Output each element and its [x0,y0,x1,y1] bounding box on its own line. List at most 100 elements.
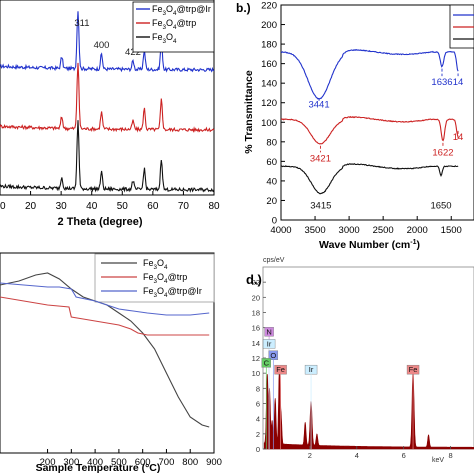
edx-element-label: O [270,351,276,360]
tga-legend-label: Fe3O4@trp@Ir [143,286,202,299]
ftir-x-tick-label: 3500 [304,225,325,236]
ftir-y-tick-label: 20 [266,196,277,207]
tga-legend-box [94,253,215,303]
tga-x-tick-label: 700 [159,457,175,468]
xrd-series-0 [0,11,215,73]
ftir-series-1 [280,115,459,145]
edx-x-tick-label: 8 [448,451,452,460]
xrd-x-tick-label: 80 [208,201,220,212]
ftir-panel: b.) 0 20 40 60 80 100 120 140 160 180 200 220 4000 35… [236,1,474,251]
ftir-peak-label: 1622 [432,148,453,159]
edx-panel-label: d.) [246,272,262,287]
xrd-x-tick-label: 70 [178,201,190,212]
xrd-x-tick-label: 60 [147,201,159,212]
ftir-legend [449,4,474,49]
xrd-x-tick-label: 30 [56,201,68,212]
ftir-peak-label: 3421 [310,153,331,164]
ftir-y-tick-label: 0 [272,216,277,227]
ftir-y-tick-label: 60 [266,157,277,168]
edx-y-tick-label: 8 [256,384,260,393]
ftir-peak-label: 1636 [431,77,452,88]
tga-x-tick-label: 500 [111,457,127,468]
ftir-y-tick-label: 100 [261,118,277,129]
edx-y-tick-label: 4 [256,415,260,424]
ftir-x-tick-label: 3000 [339,225,360,236]
edx-y-tick-label: 14 [252,339,260,348]
tga-x-tick-label: 300 [63,457,79,468]
ftir-x-tick-label: 2000 [407,225,428,236]
tga-series-1 [0,296,210,336]
tga-legend-label: Fe3O4 [143,258,168,271]
edx-element-label: Ir [267,339,272,348]
edx-x-tick-label: 6 [402,451,406,460]
ftir-panel-label: b.) [236,1,251,15]
ftir-y-axis-label: % Transmittance [243,70,255,154]
xrd-legend-label: Fe3O4 [152,32,177,45]
ftir-plot-frame [280,4,474,221]
edx-y-tick-label: 22 [252,278,260,287]
edx-y-tick-label: 20 [252,293,260,302]
ftir-x-tick-label: 4000 [270,225,291,236]
ftir-y-tick-label: 200 [261,20,277,31]
edx-spectrum [263,367,474,450]
ftir-y-tick-label: 180 [261,40,277,51]
edx-element-label: C [264,358,270,367]
ftir-peak-label: 14 [453,132,464,143]
edx-y-tick-label: 12 [252,354,260,363]
edx-element-label: Fe [276,365,285,374]
tga-x-tick-label: 900 [206,457,222,468]
edx-x-tick-label: 2 [308,451,312,460]
xrd-x-tick-label: 20 [25,201,37,212]
tga-x-tick-label: 800 [182,457,198,468]
tga-series-2 [0,282,210,316]
edx-y-tick-label: 18 [252,309,260,318]
ftir-series-2 [281,163,459,195]
ftir-peak-label: 1650 [430,200,451,211]
tga-x-axis-label: Sample Temperature (°C) [36,462,161,474]
tga-x-tick-label: 600 [135,457,151,468]
xrd-peak-label: 422 [125,47,141,58]
xrd-x-tick-label: 50 [117,201,129,212]
ftir-x-tick-label: 2500 [373,225,394,236]
xrd-x-tick-label: 10 [0,201,6,212]
edx-element-label: N [266,327,271,336]
xrd-peak-label: 311 [74,18,89,29]
xrd-panel: 1020304050607080 311400422511440 Fe3O4@t… [0,0,220,228]
xrd-x-axis-label: 2 Theta (degree) [58,216,143,228]
ftir-x-axis-label: Wave Number (cm-1) [319,239,420,251]
tga-x-tick-label: 400 [87,457,103,468]
xrd-peak-label: 400 [94,40,110,51]
ftir-y-tick-label: 140 [261,79,277,90]
ftir-peak-label: 14 [453,77,464,88]
edx-y-axis-label: cps/eV [263,257,285,264]
xrd-series-1 [0,62,215,133]
edx-element-label: Fe [409,365,418,374]
edx-plot-frame [262,266,474,450]
ftir-y-tick-label: 120 [261,98,277,109]
tga-series-0 [0,272,210,428]
ftir-y-tick-label: 80 [266,137,277,148]
edx-y-tick-label: 16 [252,324,260,333]
ftir-y-tick-label: 40 [266,176,277,187]
xrd-series-2 [0,120,215,193]
ftir-y-tick-label: 160 [261,59,277,70]
edx-y-tick-label: 10 [252,369,260,378]
edx-y-tick-label: 2 [256,430,260,439]
xrd-legend-label: Fe3O4@trp@Ir [152,4,211,17]
ftir-x-tick-label: 1500 [441,225,462,236]
ftir-peak-label: 3441 [308,100,329,111]
xrd-legend-label: Fe3O4@trp [152,18,196,31]
xrd-plot-frame [0,0,215,196]
ftir-series-0 [280,49,459,100]
xrd-legend-box [132,1,215,53]
edx-element-label: Ir [309,365,314,374]
tga-x-tick-label: 200 [40,457,56,468]
edx-y-tick-label: 0 [256,445,260,454]
xrd-x-tick-label: 40 [86,201,98,212]
tga-plot-frame [0,252,215,454]
